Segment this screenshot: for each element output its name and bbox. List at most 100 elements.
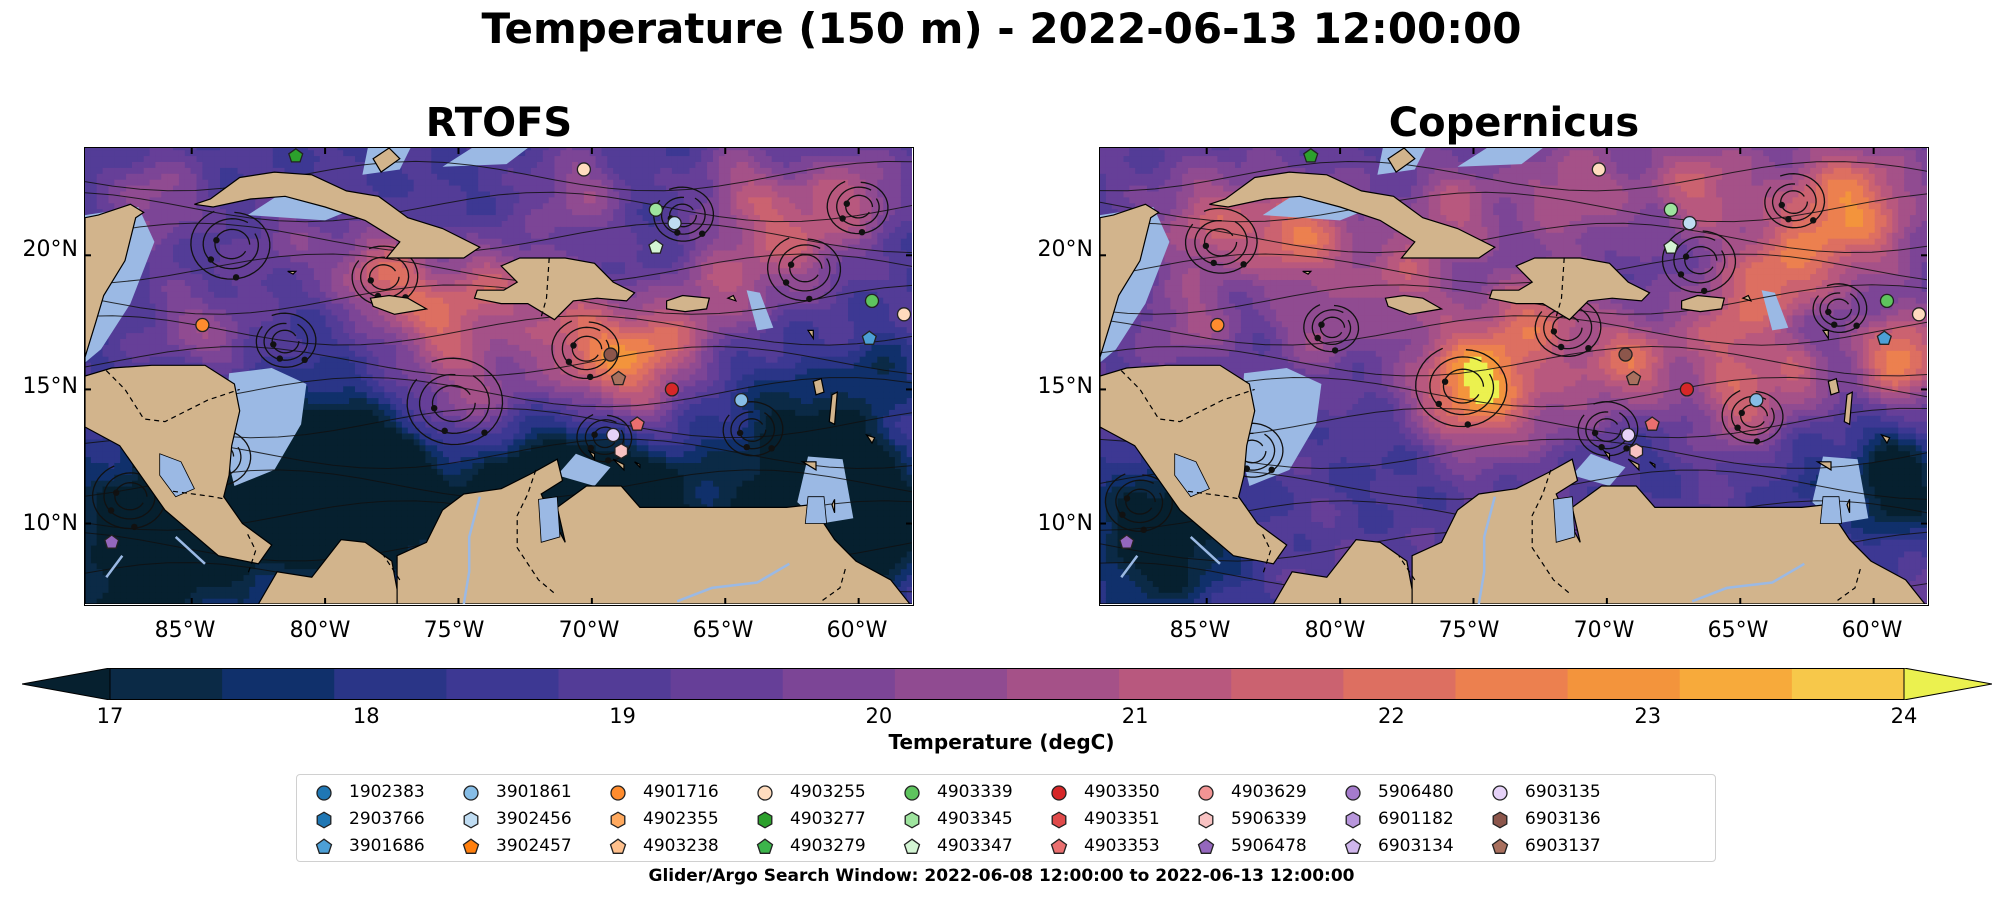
streamline-arrow [699,230,706,237]
platform-marker [1911,307,1927,322]
island [1649,461,1656,469]
streamline [1100,315,1927,346]
colorbar-tick-label: 20 [849,704,909,728]
streamline [1100,253,1927,284]
lat-tick-20n: 20°N [0,237,78,262]
legend-marker-shape [316,811,332,829]
colorbar-label: Temperature (degC) [0,730,2003,754]
island [1880,433,1891,445]
colorbar-segment [1007,668,1120,700]
platform-marker [603,347,618,362]
legend-marker-shape [1492,785,1508,801]
island [1821,329,1829,341]
legend-marker [1344,838,1362,854]
island [1815,461,1832,471]
legend-label: 1902383 [349,779,425,805]
colorbar-segment [334,668,447,700]
streamline-arrow [1623,445,1630,452]
land-bahamas [372,148,401,173]
colorbar-segment [670,668,784,700]
legend-marker [609,838,627,854]
legend-marker [756,838,774,854]
legend-marker-shape [1051,785,1067,801]
legend-marker [315,838,333,854]
legend-marker [1197,838,1215,854]
platform-markers [1119,148,1927,549]
platform-marker [1303,148,1319,163]
map-canvas [1100,148,1927,604]
island [1827,377,1840,396]
streamline-arrow [768,445,775,452]
platform-marker [667,215,682,231]
streamline-arrow [1550,328,1558,335]
platform-marker [648,239,664,254]
legend-marker [1345,785,1361,801]
colorbar-segment [222,668,335,700]
streamline [1100,222,1927,254]
land-central-america [1100,203,1416,604]
legend-marker-shape [1344,838,1362,854]
colorbar-segment [446,668,560,700]
lake [1553,496,1576,543]
streamline-arrow [1738,409,1745,417]
platform-marker [734,392,749,408]
axis-ticks [1100,148,1927,604]
streamline-arrow [1202,242,1210,250]
island [726,294,738,302]
legend-label: 3901686 [349,833,425,859]
legend-marker [610,811,626,829]
streamline [85,253,912,284]
legend-marker [904,785,920,801]
colorbar-tick-label: 17 [80,704,140,728]
platform-marker [664,382,680,397]
streamline-arrow [1585,345,1592,352]
legend-marker [316,811,332,829]
island [1846,499,1851,513]
map-canvas [85,148,912,604]
country-border [1187,490,1242,500]
streamline-arrow [1778,201,1785,209]
search-window-caption: Glider/Argo Search Window: 2022-06-08 12… [0,866,2003,886]
legend-marker [316,785,332,801]
legend-label: 4903347 [937,833,1013,859]
legend-marker [1051,785,1067,801]
legend-marker-shape [610,785,626,801]
land-central-america [85,203,401,604]
colorbar-tick-label: 24 [1874,704,1934,728]
colorbar-segment [558,668,672,700]
colorbar-tick-label: 19 [593,704,653,728]
shallow-shelf [557,453,611,486]
shallow-shelf [1262,190,1381,221]
streamline-arrow [787,261,795,268]
land-hispaniola [1488,257,1651,321]
platform-marker [1749,392,1764,408]
platform-marker [610,370,627,386]
lat-tick-15n: 15°N [0,374,78,399]
colorbar-segment [1455,668,1569,700]
lon-tick-85w-right-panel: 85°W [1150,618,1250,643]
lake [804,496,828,524]
legend-marker [463,785,479,801]
lon-tick-65w: 65°W [673,618,773,643]
country-border [516,469,555,594]
legend-marker [1492,811,1508,829]
island [831,499,836,513]
streamline [85,160,912,192]
island [812,377,825,396]
island [1602,449,1611,462]
lake [1819,496,1843,524]
platform-marker [648,202,664,217]
river [1189,535,1221,565]
island [587,449,596,462]
streamline-arrow [1677,271,1685,278]
legend-label: 3902456 [496,806,572,832]
land-puerto-rico [1680,294,1726,313]
island [865,433,876,445]
streamline-arrow [605,457,612,464]
legend-label: 4903339 [937,779,1013,805]
legend-marker [757,811,773,829]
streamline-arrow [301,356,308,363]
legend-label: 4903353 [1084,833,1160,859]
legend-label: 2903766 [349,806,425,832]
country-border [1555,257,1565,318]
